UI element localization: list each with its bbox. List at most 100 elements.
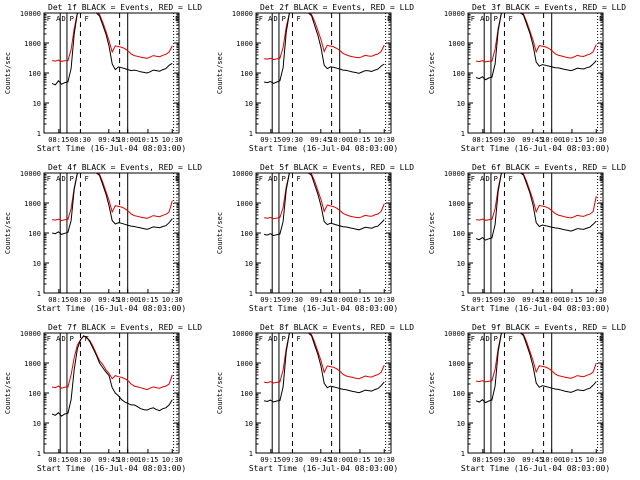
x-tick-label: 10:30 [586,456,607,464]
x-tick-label: 10:00 [329,296,350,304]
x-tick-label: 10:30 [586,296,607,304]
y-axis-label: Counts/sec [4,212,12,254]
y-tick-label: 10000 [444,10,465,18]
interval-glyph: P [70,335,74,343]
plot-frame [255,12,392,134]
y-tick-label: 10000 [232,170,253,178]
x-tick-label: 09:30 [282,456,303,464]
x-axis-label: Start Time (16-Jul-04 08:03:00) [461,304,610,313]
interval-glyph: D [62,175,66,183]
panel-title: Det 8f BLACK = Events, RED = LLD [260,323,414,332]
series-events-line [263,333,385,403]
interval-glyph: D [486,335,490,343]
y-tick-label: 10000 [444,170,465,178]
y-tick-label: 1 [461,290,465,298]
interval-glyph: P [494,175,498,183]
y-axis-label: Counts/sec [216,212,224,254]
series-lld-line [476,333,597,383]
x-tick-label: 10:15 [349,136,370,144]
x-tick-label: 10:30 [374,136,395,144]
x-tick-label: 10:30 [374,456,395,464]
interval-glyph: E [599,335,603,343]
y-tick-label: 1 [37,290,41,298]
interval-glyph: E [387,335,391,343]
interval-glyph: F [471,15,475,23]
y-tick-label: 10 [33,100,41,108]
panel-det-8: Det 8f BLACK = Events, RED = LLD 1 10 100 10… [216,323,414,473]
x-tick-label: 09:15 [260,136,281,144]
x-tick-label: 08:30 [70,456,91,464]
x-tick-label: 10:15 [349,456,370,464]
interval-glyph: F [259,175,263,183]
series-events-line [475,13,597,81]
x-tick-label: 09:15 [260,456,281,464]
interval-glyph: F [47,175,51,183]
x-tick-label: 10:15 [137,456,158,464]
x-tick-label: 09:30 [282,136,303,144]
y-tick-label: 100 [28,390,41,398]
series-events-line [475,333,597,404]
panel-det-9: Det 9f BLACK = Events, RED = LLD 1 10 100 10… [428,323,626,473]
interval-glyph: F [509,335,513,343]
interval-glyph: P [70,15,74,23]
panel-title: Det 9f BLACK = Events, RED = LLD [472,323,626,332]
y-tick-label: 10 [245,260,253,268]
panel-det-5: Det 5f BLACK = Events, RED = LLD 1 10 100 10… [216,163,414,313]
series-events-line [264,13,385,84]
y-tick-label: 100 [28,70,41,78]
y-tick-label: 10 [33,420,41,428]
panel-title: Det 2f BLACK = Events, RED = LLD [260,3,414,12]
plot-frame [467,332,604,454]
series-lld-line [264,13,385,61]
x-axis-label: Start Time (16-Jul-04 08:03:00) [37,144,186,153]
plot-frame [43,12,180,134]
x-tick-label: 10:00 [541,136,562,144]
y-tick-label: 10000 [20,170,41,178]
x-tick-label: 10:00 [117,296,138,304]
y-tick-label: 10000 [20,330,41,338]
interval-glyph: F [297,15,301,23]
y-axis-label: Counts/sec [428,372,436,414]
interval-glyph: E [599,15,603,23]
y-tick-label: 1000 [24,40,41,48]
interval-glyph: P [282,15,286,23]
panel-title: Det 5f BLACK = Events, RED = LLD [260,163,414,172]
x-tick-label: 09:45 [522,136,543,144]
y-tick-label: 10 [245,420,253,428]
x-tick-label: 09:30 [282,296,303,304]
interval-glyph: P [282,335,286,343]
x-tick-label: 10:15 [561,456,582,464]
interval-glyph: D [274,175,278,183]
y-axis-label: Counts/sec [428,212,436,254]
interval-glyph: F [259,15,263,23]
interval-glyph: E [175,335,179,343]
x-tick-label: 09:45 [310,456,331,464]
x-tick-label: 09:45 [98,456,119,464]
interval-glyph: P [70,175,74,183]
x-tick-label: 08:15 [48,456,69,464]
interval-glyph: E [387,15,391,23]
x-tick-label: 09:30 [494,136,515,144]
interval-glyph: F [85,15,89,23]
interval-glyph: F [297,175,301,183]
series-events-line [51,13,173,86]
y-tick-label: 1 [37,450,41,458]
x-tick-label: 09:45 [310,296,331,304]
x-axis-label: Start Time (16-Jul-04 08:03:00) [249,144,398,153]
series-lld-line [52,13,173,62]
interval-glyph: F [85,175,89,183]
x-tick-label: 10:15 [137,136,158,144]
x-tick-label: 10:15 [137,296,158,304]
panel-title: Det 4f BLACK = Events, RED = LLD [48,163,202,172]
x-tick-label: 09:45 [522,296,543,304]
x-axis-label: Start Time (16-Jul-04 08:03:00) [461,464,610,473]
series-lld-line [51,335,173,391]
y-tick-label: 10000 [20,10,41,18]
x-tick-label: 09:30 [494,296,515,304]
interval-glyph: F [509,15,513,23]
y-tick-label: 100 [240,230,253,238]
y-tick-label: 10000 [444,330,465,338]
interval-glyph: F [85,335,89,343]
interval-glyph: D [62,15,66,23]
interval-glyph: A [56,15,61,23]
